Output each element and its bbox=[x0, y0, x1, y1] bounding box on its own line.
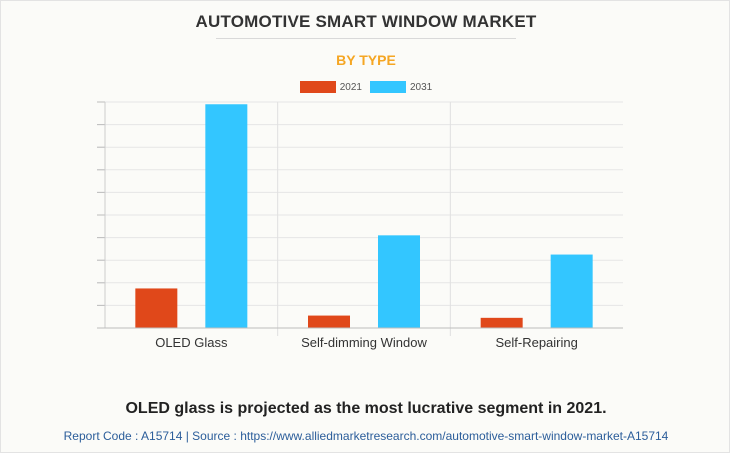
x-tick-label: OLED Glass bbox=[155, 335, 228, 350]
legend-swatch-2021 bbox=[299, 81, 336, 93]
legend-label-2031: 2031 bbox=[410, 81, 433, 93]
bar-2021-self-dimming-window bbox=[308, 315, 350, 328]
legend-item-2021[interactable]: 2021 bbox=[299, 81, 362, 93]
chart-caption: OLED glass is projected as the most lucr… bbox=[125, 400, 607, 417]
title-divider bbox=[216, 38, 516, 39]
legend-item-2031[interactable]: 2031 bbox=[370, 81, 432, 93]
bar-2021-self-repairing bbox=[480, 317, 523, 328]
bar-chart: OLED Glass Self-dimming Window Self-Repair… bbox=[97, 101, 623, 350]
bar-2021-oled-glass bbox=[135, 288, 178, 328]
chart-subtitle: BY TYPE bbox=[336, 52, 396, 68]
chart-title: AUTOMOTIVE SMART WINDOW MARKET bbox=[195, 12, 537, 31]
source-line[interactable]: Report Code : A15714 | Source : https://… bbox=[63, 429, 669, 443]
bar-2031-self-dimming-window bbox=[378, 235, 420, 328]
x-tick-label: Self-Repairing bbox=[495, 335, 577, 350]
bar-2031-oled-glass bbox=[205, 104, 248, 328]
bar-2031-self-repairing bbox=[550, 254, 593, 328]
legend-swatch-2031 bbox=[370, 81, 406, 93]
x-tick-label: Self-dimming Window bbox=[301, 335, 427, 350]
legend-label-2021: 2021 bbox=[339, 81, 362, 93]
chart-legend: 2021 2031 bbox=[1, 81, 730, 93]
